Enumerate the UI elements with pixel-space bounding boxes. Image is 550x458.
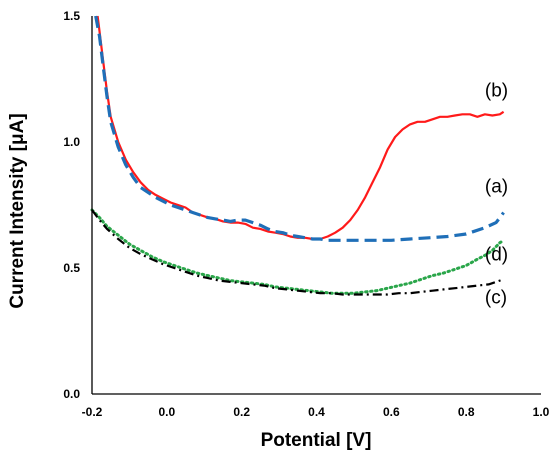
- x-axis-title: Potential [V]: [261, 430, 372, 451]
- series-layer: [90, 15, 506, 296]
- series-line-c: [91, 209, 504, 296]
- y-tick-label: 1.0: [63, 135, 80, 149]
- series-labels: (b) (a) (d) (c): [485, 81, 508, 309]
- x-tick-label: 0.4: [308, 405, 325, 419]
- series-label-b: (b): [485, 81, 508, 102]
- x-tick-label: 0.6: [383, 405, 400, 419]
- x-tick-label: 0.2: [233, 405, 250, 419]
- series-label-a: (a): [485, 176, 508, 197]
- x-tick-label: 0.0: [158, 405, 175, 419]
- x-tick-label: 1.0: [533, 405, 550, 419]
- axes-layer: [91, 16, 541, 395]
- y-tick-label: 0.5: [63, 261, 80, 275]
- x-tick-label: -0.2: [82, 405, 103, 419]
- tick-labels: -0.2 0.0 0.2 0.4 0.6 0.8 1.00.00.51.01.5: [63, 9, 549, 419]
- y-tick-label: 1.5: [63, 9, 80, 23]
- y-axis-title: Current Intensity [μA]: [7, 113, 28, 308]
- series-label-c: (c): [485, 287, 507, 308]
- series-line-b: [96, 15, 505, 241]
- y-tick-label: 0.0: [63, 387, 80, 401]
- series-line-a: [94, 15, 505, 242]
- series-line-d: [90, 208, 506, 295]
- series-label-d: (d): [485, 244, 508, 265]
- x-tick-label: 0.8: [458, 405, 475, 419]
